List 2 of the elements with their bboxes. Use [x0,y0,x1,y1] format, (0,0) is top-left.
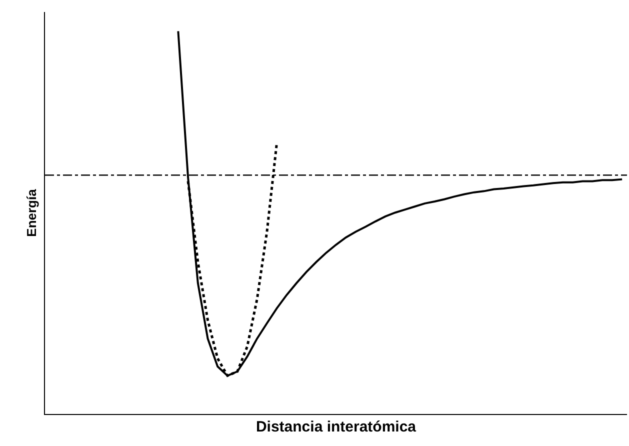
x-axis-title: Distancia interatómica [256,418,417,436]
y-axis-title: Energía [24,188,39,237]
